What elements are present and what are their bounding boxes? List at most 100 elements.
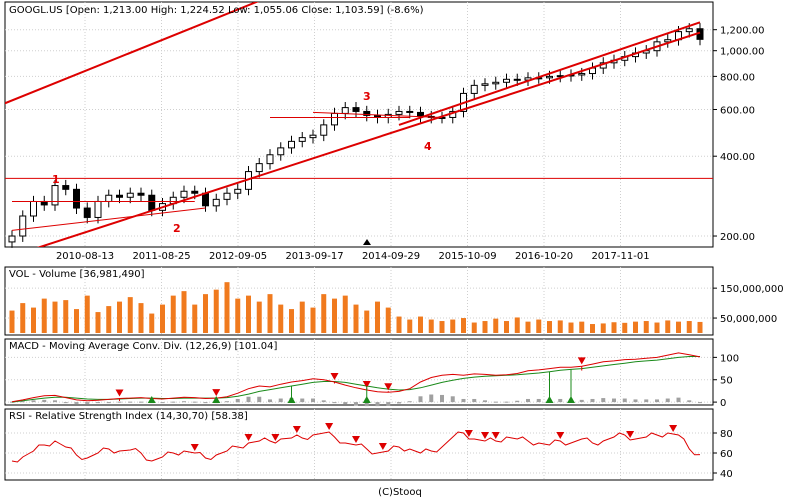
macd-histogram-bar: [10, 401, 14, 403]
volume-bar: [504, 321, 509, 333]
volume-bar: [665, 320, 671, 333]
volume-bar: [353, 304, 359, 333]
overbought-marker-icon: [378, 443, 387, 450]
volume-bar: [557, 320, 563, 333]
candle-body: [578, 73, 586, 76]
candle-body: [40, 200, 48, 206]
macd-histogram-bar: [332, 402, 337, 404]
candle-body: [126, 192, 134, 198]
volume-bar: [418, 316, 423, 333]
macd-y-tick-label: 0: [720, 398, 726, 409]
footer-copyright: (C)Stooq: [378, 487, 422, 498]
macd-line: [11, 352, 701, 403]
macd-histogram-bar: [526, 398, 530, 403]
price-panel-title: GOOGL.US [Open: 1,213.00 High: 1,224.52 …: [9, 5, 424, 16]
macd-histogram-bar: [461, 398, 466, 403]
candle-body: [481, 83, 489, 86]
candle-body: [223, 192, 231, 200]
volume-bar: [74, 309, 79, 333]
volume-bar: [149, 313, 155, 333]
volume-bar: [525, 321, 531, 333]
macd-histogram-bar: [343, 402, 348, 405]
volume-bar: [396, 316, 402, 333]
x-tick-label: 2012-09-05: [209, 251, 267, 262]
rsi-y-tick-label: 40: [720, 469, 733, 480]
candle-body: [30, 200, 37, 217]
candle-body: [180, 190, 188, 198]
candle-body: [492, 81, 500, 85]
candle-body: [363, 110, 371, 116]
volume-bar: [568, 322, 574, 333]
macd-histogram-bar: [676, 397, 681, 403]
x-tick-label: 2017-11-01: [591, 251, 649, 262]
macd-histogram-bar: [85, 402, 90, 404]
macd-histogram-bar: [558, 398, 563, 403]
volume-bar: [138, 303, 144, 333]
sell-marker-icon: [212, 389, 221, 397]
x-tick-label: 2016-10-20: [515, 251, 573, 262]
macd-histogram-bar: [128, 401, 133, 403]
candle-body: [234, 188, 242, 194]
volume-bar: [547, 321, 552, 333]
candle-body: [8, 235, 16, 243]
macd-y-tick-label: 50: [720, 376, 733, 387]
volume-bar: [332, 298, 337, 333]
volume-bar: [9, 310, 15, 333]
price-panel-frame: [4, 1, 714, 248]
volume-bar: [600, 323, 606, 333]
candle-body: [137, 192, 145, 196]
price-y-tick-label: 1,000.00: [720, 47, 765, 58]
candle-body: [546, 75, 553, 79]
price-y-tick-label: 800.00: [720, 72, 755, 83]
overbought-marker-icon: [669, 425, 678, 432]
macd-histogram-bar: [418, 396, 423, 403]
volume-bar: [697, 321, 703, 333]
x-tick-label: 2010-08-13: [56, 251, 114, 262]
volume-bar: [213, 289, 219, 333]
macd-histogram-bar: [622, 398, 627, 403]
scroll-marker[interactable]: [363, 239, 371, 245]
rsi-line: [11, 431, 701, 463]
candle-body: [288, 140, 295, 149]
volume-bar: [63, 300, 69, 333]
volume-bar: [289, 309, 294, 333]
macd-histogram-bar: [644, 399, 649, 403]
macd-histogram-bar: [96, 402, 100, 404]
volume-bar: [106, 306, 112, 333]
price-y-tick-label: 1,200.00: [720, 26, 765, 37]
trendline-group: [5, 2, 701, 247]
price-y-tick-label: 400.00: [720, 152, 755, 163]
volume-bar: [471, 322, 477, 333]
volume-panel-title: VOL - Volume [36,981,490]: [9, 269, 145, 280]
macd-histogram-bar: [20, 401, 25, 403]
volume-bar: [127, 297, 133, 333]
volume-bar: [407, 319, 413, 333]
macd-histogram-bar: [63, 402, 68, 404]
trendline: [5, 2, 260, 105]
volume-bar: [20, 303, 26, 333]
macd-histogram-bar: [375, 402, 380, 407]
candle-body: [503, 78, 510, 83]
candle-body: [266, 154, 274, 165]
overbought-marker-icon: [190, 444, 199, 451]
volume-bar: [622, 322, 628, 333]
macd-histogram-bar: [311, 398, 315, 403]
volume-bar: [590, 324, 595, 333]
volume-bar: [235, 298, 241, 333]
macd-histogram-bar: [612, 398, 616, 403]
overbought-marker-icon: [292, 426, 301, 433]
buy-marker-icon: [212, 396, 221, 403]
macd-histogram-bar: [698, 402, 702, 404]
candle-body: [685, 28, 693, 33]
candle-body: [116, 194, 123, 198]
macd-histogram-bar: [53, 400, 57, 403]
volume-bar: [493, 318, 499, 333]
volume-bar: [170, 295, 176, 333]
macd-histogram-bar: [655, 399, 659, 403]
volume-bar: [267, 294, 273, 333]
price-y-tick-label: 200.00: [720, 232, 755, 243]
overbought-marker-icon: [244, 434, 253, 441]
volume-bar: [84, 295, 90, 333]
macd-histogram-bar: [160, 402, 165, 404]
